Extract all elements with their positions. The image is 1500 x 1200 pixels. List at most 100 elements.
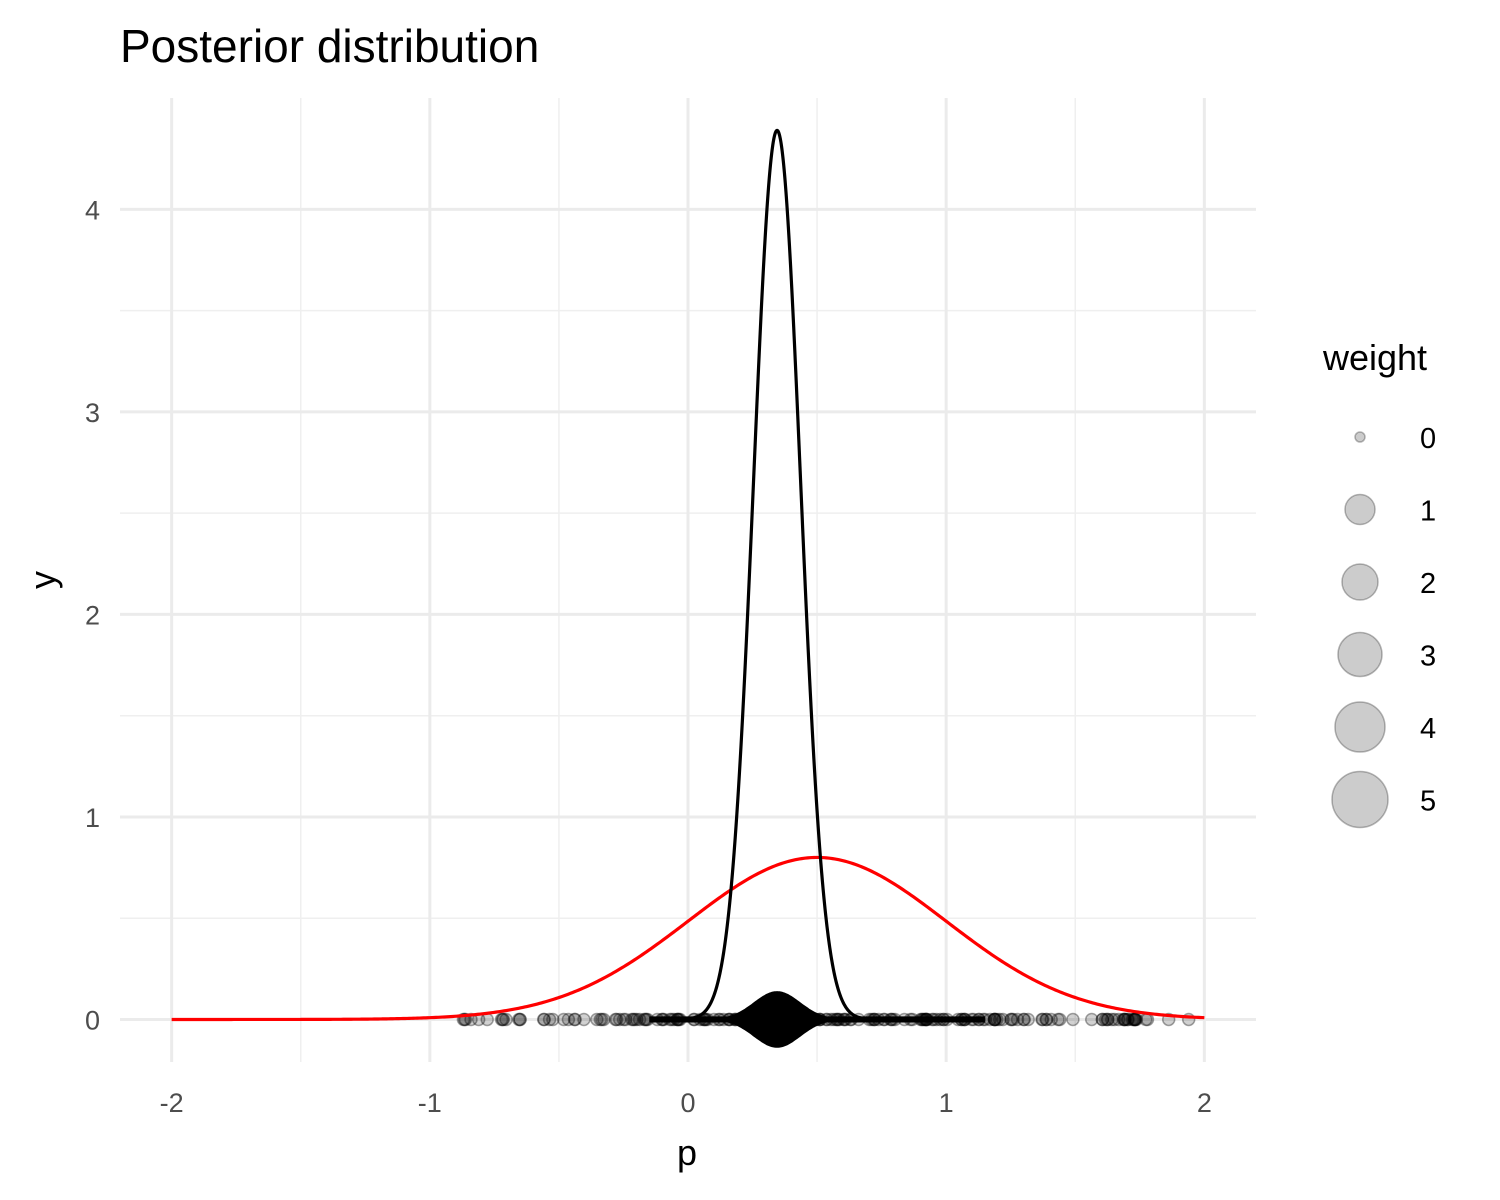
x-tick-label: -1 [418,1088,442,1118]
data-point [1053,1012,1067,1027]
data-point [590,1012,604,1027]
y-axis-ticks: 0 1 2 3 4 [85,195,100,1035]
data-point [609,1012,624,1027]
legend-label: 1 [1420,496,1436,528]
data-point [577,1012,591,1027]
legend-title: weight [1322,337,1427,378]
legend: weight 0 1 2 3 4 5 [1322,337,1436,829]
data-point [1111,1012,1126,1027]
data-point [1128,1012,1142,1027]
legend-label: 5 [1420,786,1436,818]
data-point [496,1012,511,1027]
data-point [1128,1012,1142,1027]
data-point [625,1012,639,1027]
data-point [495,1012,510,1027]
data-point [1016,1012,1031,1027]
data-point [1101,1012,1115,1027]
data-point [612,1012,627,1027]
data-point [1117,1012,1132,1027]
data-point [1116,1012,1131,1027]
black-density-line [686,128,883,1022]
y-tick-label: 3 [85,398,100,428]
data-point [537,1012,552,1027]
data-point [1105,1012,1119,1027]
data-point [1039,1012,1054,1027]
legend-key-circle [1331,770,1389,829]
data-point [632,1012,647,1027]
data-point [595,1012,609,1027]
data-point [1107,1012,1122,1027]
data-point [1121,1012,1135,1027]
data-point [1127,1012,1141,1027]
data-point [1084,1012,1099,1027]
x-tick-label: 1 [939,1088,954,1118]
data-point [1039,1012,1053,1027]
data-point [556,1012,571,1027]
data-point [536,1012,551,1027]
data-point [499,1012,513,1027]
data-point [1095,1012,1110,1027]
data-point [1017,1012,1032,1027]
data-point [546,1012,560,1027]
legend-label: 0 [1420,423,1436,455]
data-point [1117,1012,1132,1027]
data-point [494,1012,509,1027]
data-point [1066,1012,1080,1027]
data-point [987,1012,1002,1027]
y-axis-title: y [22,571,63,589]
data-point [561,1012,576,1027]
red-density-line [171,855,1205,1022]
data-point [627,1012,642,1027]
data-point [1044,1012,1058,1027]
data-point [987,1012,1002,1027]
data-point [1021,1012,1035,1027]
data-point [511,1012,526,1027]
data-point [1006,1012,1020,1027]
data-point [1127,1012,1142,1027]
y-tick-label: 2 [85,600,100,630]
weight-band [649,991,985,1048]
data-point [616,1012,631,1027]
data-point [618,1012,633,1027]
data-point [1125,1012,1140,1027]
data-point [626,1012,640,1027]
legend-key-circle [1337,631,1383,678]
y-tick-label: 4 [85,195,100,225]
data-point [1010,1012,1025,1027]
legend-label: 2 [1420,568,1436,600]
data-point [990,1012,1004,1027]
grid-major [120,98,1256,1062]
legend-label: 3 [1420,641,1436,673]
x-axis-ticks: -2 -1 0 1 2 [160,1088,1212,1118]
data-point [1098,1012,1113,1027]
data-point [987,1012,1002,1027]
legend-key-circle [1344,493,1376,526]
data-point [593,1012,608,1027]
data-point [992,1012,1007,1027]
data-point [996,1012,1010,1027]
data-point [1100,1012,1115,1027]
data-point [542,1012,557,1027]
chart-title: Posterior distribution [120,20,539,72]
legend-label: 4 [1420,713,1436,745]
data-point [1120,1012,1135,1027]
data-point [608,1012,623,1027]
legend-key-circle [1341,563,1379,601]
data-point [1118,1012,1132,1027]
data-point [1095,1012,1110,1027]
data-point [568,1012,582,1027]
data-point [567,1012,582,1027]
data-point [1051,1012,1065,1027]
data-point [1035,1012,1050,1027]
legend-key-circle [1354,431,1366,443]
x-tick-label: -2 [160,1088,184,1118]
data-point [1035,1012,1049,1027]
y-tick-label: 1 [85,803,100,833]
x-tick-label: 2 [1197,1088,1212,1118]
data-point [597,1012,611,1027]
data-point [1004,1012,1018,1027]
x-tick-label: 0 [680,1088,695,1118]
data-point [513,1012,527,1027]
data-point [988,1012,1002,1027]
